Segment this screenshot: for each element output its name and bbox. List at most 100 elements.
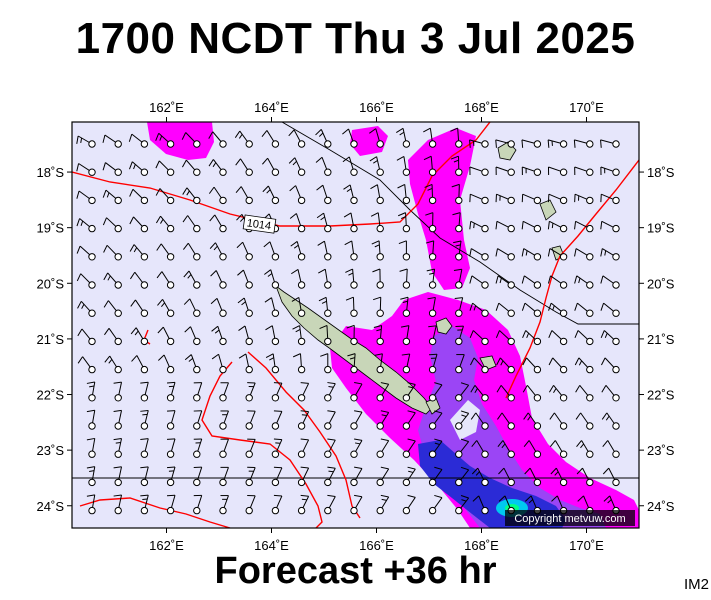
wind-barb: [547, 166, 568, 176]
wind-barb: [129, 188, 149, 205]
wind-barb: [76, 273, 96, 289]
wind-barb: [522, 385, 542, 402]
wind-barb: [469, 166, 489, 176]
wind-barb: [455, 410, 470, 430]
lat-label-right: 20˚S: [647, 276, 675, 291]
wind-barb: [76, 245, 96, 261]
wind-barb: [495, 220, 515, 233]
wind-barb: [600, 193, 620, 205]
wind-barb: [182, 187, 201, 205]
wind-barb: [398, 212, 411, 233]
wind-barb: [183, 270, 201, 289]
wind-barb: [155, 215, 175, 233]
lon-label-top: 162˚E: [149, 100, 184, 115]
wind-barb: [521, 220, 542, 233]
lon-label-bottom: 162˚E: [149, 538, 184, 553]
wind-barb: [219, 438, 229, 458]
lat-label-left: 18˚S: [37, 165, 65, 180]
lat-label-left: 24˚S: [37, 499, 65, 514]
image-code: IM2: [683, 576, 709, 593]
wind-barb: [219, 466, 229, 487]
wind-barb: [129, 216, 149, 233]
wind-barb: [129, 271, 149, 289]
wind-barb: [77, 300, 96, 317]
wind-barb: [271, 438, 283, 458]
wind-barb: [211, 325, 227, 346]
wind-barb: [104, 328, 122, 346]
wind-barb: [345, 296, 358, 317]
wind-barb: [130, 299, 149, 317]
wind-barb: [245, 438, 256, 458]
wind-barb: [245, 382, 256, 402]
wind-barb: [102, 189, 122, 205]
wind-barb: [219, 495, 229, 515]
wind-barb: [495, 193, 515, 205]
lon-label-top: 166˚E: [359, 100, 394, 115]
wind-barb: [317, 240, 332, 261]
wind-barb: [370, 184, 384, 205]
map-title: 1700 NCDT Thu 3 Jul 2025: [75, 14, 636, 63]
wind-barb: [522, 357, 542, 374]
wind-barb: [428, 353, 438, 374]
wind-barb: [350, 494, 363, 515]
wind-barb: [265, 353, 280, 374]
wind-barb: [601, 385, 620, 402]
wind-barb: [320, 353, 332, 374]
map-axes: 162˚E 162˚E 164˚E 164˚E 166˚E 166˚E 168˚E 168˚E…: [37, 100, 675, 553]
wind-barb: [346, 324, 358, 346]
wind-barb: [238, 353, 253, 374]
wind-barb: [521, 139, 542, 148]
wind-barb: [235, 186, 253, 205]
wind-barb: [469, 139, 489, 148]
wind-barb: [373, 324, 384, 346]
wind-barb: [573, 139, 594, 148]
wind-barb: [156, 271, 175, 289]
wind-barb: [289, 185, 306, 205]
wind-barb: [428, 438, 443, 458]
wind-barb: [86, 409, 96, 430]
wind-barb: [428, 325, 437, 346]
wind-barb: [219, 410, 229, 430]
wind-barb: [600, 139, 620, 148]
wind-barb: [548, 357, 568, 374]
wind-barb: [428, 382, 443, 402]
wind-barb: [318, 296, 332, 317]
wind-barb: [103, 244, 122, 261]
wind-barb: [574, 248, 594, 261]
wind-barb: [548, 330, 568, 346]
wind-barb: [265, 325, 280, 346]
wind-barb: [455, 354, 465, 374]
wind-barb: [76, 218, 96, 233]
wind-barb: [600, 220, 620, 233]
wind-barb: [130, 327, 149, 346]
wind-barb: [297, 410, 310, 430]
wind-barb: [324, 410, 336, 430]
wind-barb: [181, 159, 201, 176]
wind-barb: [376, 382, 390, 402]
wind-barb: [470, 385, 489, 402]
isobar-lines: [72, 122, 639, 528]
wind-barb: [602, 440, 620, 458]
wind-barb: [155, 188, 175, 205]
wind-barb: [140, 466, 149, 487]
wind-barb: [234, 130, 253, 148]
wind-barb: [402, 382, 416, 402]
wind-barb: [166, 410, 176, 430]
lon-label-bottom: 166˚E: [359, 538, 394, 553]
wind-barb: [324, 466, 336, 487]
wind-barb: [428, 466, 443, 487]
wind-barb: [521, 193, 542, 205]
wind-barb: [350, 382, 363, 402]
wind-barb: [182, 215, 201, 233]
wind-barb: [184, 326, 201, 346]
wind-barb: [102, 134, 122, 148]
wind-barb: [601, 412, 620, 430]
wind-barb: [262, 157, 280, 176]
wind-barb: [469, 248, 489, 261]
wind-barb: [290, 241, 306, 261]
wind-barb: [371, 240, 384, 261]
wind-barb: [113, 494, 123, 515]
wind-barb: [271, 494, 283, 515]
wind-barb: [574, 220, 594, 233]
wind-barb: [426, 268, 437, 289]
